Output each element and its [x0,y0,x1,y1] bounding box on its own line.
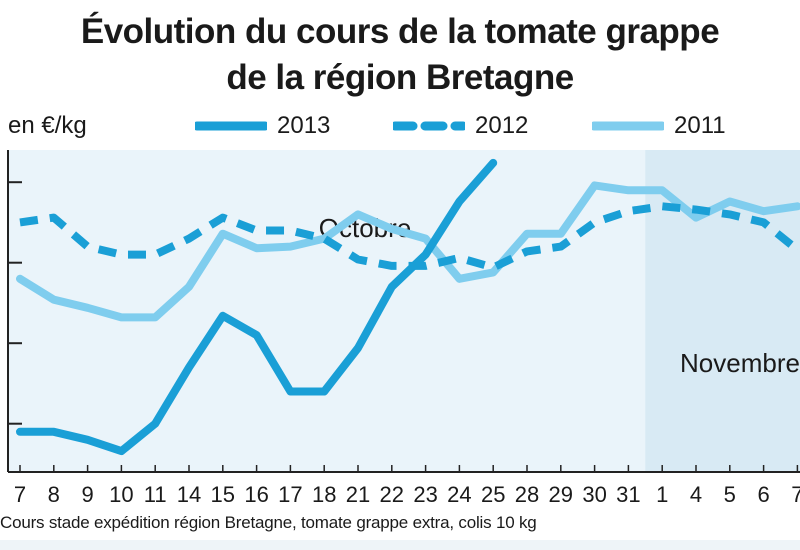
legend-swatch-2012 [393,121,465,131]
x-tick-label-15: 28 [515,482,539,507]
legend-item-2012: 2012 [393,108,528,144]
period-label-novembre: Novembre [680,348,800,378]
x-tick-label-23: 7 [791,482,800,507]
legend-label-2012: 2012 [475,112,529,139]
x-tick-label-19: 1 [656,482,668,507]
x-tick-label-21: 5 [724,482,736,507]
x-tick-label-22: 6 [757,482,769,507]
bottom-band [0,540,800,550]
legend-label-2011: 2011 [674,112,726,139]
x-tick-label-14: 25 [481,482,505,507]
x-tick-label-10: 21 [346,482,370,507]
x-tick-label-13: 24 [447,482,471,507]
x-tick-label-9: 18 [312,482,336,507]
legend-swatch-2011 [592,121,664,131]
x-tick-label-2: 9 [81,482,93,507]
x-tick-label-7: 16 [244,482,268,507]
x-tick-label-0: 7 [14,482,26,507]
x-tick-label-5: 14 [177,482,201,507]
x-tick-label-17: 30 [582,482,606,507]
x-tick-label-20: 4 [690,482,702,507]
x-tick-label-16: 29 [549,482,573,507]
x-tick-label-1: 8 [48,482,60,507]
x-tick-label-6: 15 [211,482,235,507]
chart-title-line1: Évolution du cours de la tomate grappe [80,12,720,51]
legend-label-2013: 2013 [277,112,331,139]
x-tick-label-12: 23 [413,482,437,507]
chart-title-line2: de la région Bretagne [226,58,574,97]
x-tick-label-18: 31 [616,482,640,507]
x-tick-label-3: 10 [109,482,133,507]
x-tick-label-8: 17 [278,482,302,507]
x-tick-label-11: 22 [380,482,404,507]
legend-item-2011: 2011 [592,108,726,144]
legend-item-2013: 2013 [195,108,330,144]
legend-swatch-2013 [195,121,267,131]
chart-footnote: Cours stade expédition région Bretagne, … [0,513,537,532]
unit-label: en €/kg [8,112,87,139]
series-line-2011 [16,181,800,322]
x-tick-label-4: 11 [144,482,167,507]
